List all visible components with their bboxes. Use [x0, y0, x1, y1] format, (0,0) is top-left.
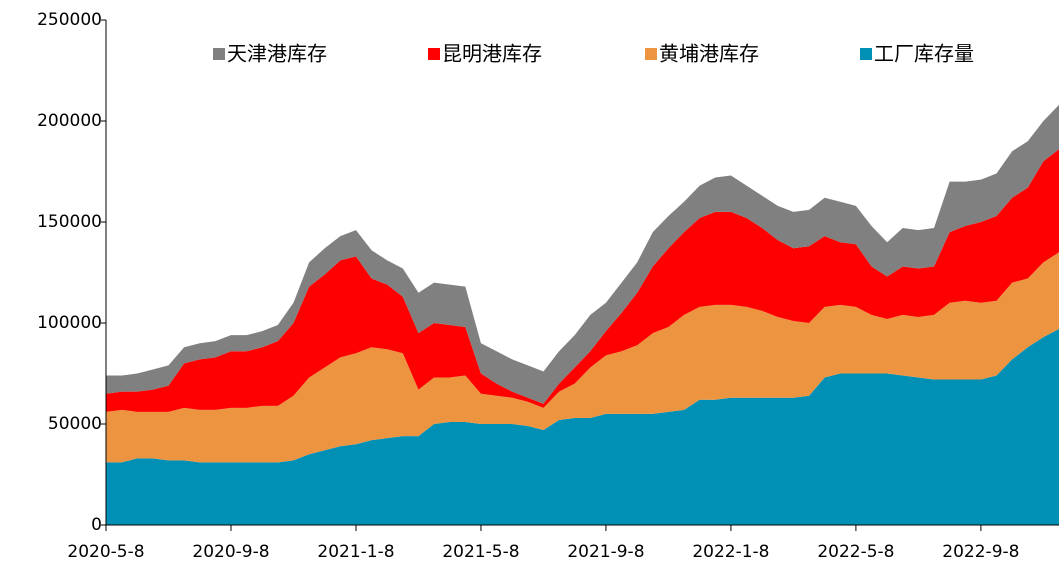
- x-tick-label: 2022-9-8: [942, 542, 1019, 562]
- area: [106, 149, 1059, 412]
- y-tick-label: 250000: [37, 10, 102, 30]
- legend-marker: [645, 48, 657, 60]
- x-tick-label: 2021-1-8: [317, 542, 394, 562]
- legend-marker: [860, 48, 872, 60]
- x-tick-label: 2020-9-8: [192, 542, 269, 562]
- area: [106, 329, 1059, 525]
- area: [106, 104, 1059, 404]
- legend-label: 工厂库存量: [874, 42, 974, 66]
- x-tick-label: 2022-5-8: [817, 542, 894, 562]
- x-tick-label: 2021-9-8: [567, 542, 644, 562]
- y-tick-label: 200000: [37, 111, 102, 131]
- area: [106, 252, 1059, 463]
- legend-label: 天津港库存: [227, 42, 327, 66]
- legend-label: 昆明港库存: [442, 42, 542, 66]
- x-tick-label: 2021-5-8: [442, 542, 519, 562]
- y-tick-label: 0: [91, 515, 102, 535]
- y-tick-label: 100000: [37, 313, 102, 333]
- legend-label: 黄埔港库存: [659, 42, 759, 66]
- x-tick-label: 2022-1-8: [692, 542, 769, 562]
- x-tick-label: 2020-5-8: [67, 542, 144, 562]
- legend-marker: [213, 48, 225, 60]
- legend-marker: [428, 48, 440, 60]
- y-tick-label: 150000: [37, 212, 102, 232]
- y-tick-label: 50000: [48, 414, 102, 434]
